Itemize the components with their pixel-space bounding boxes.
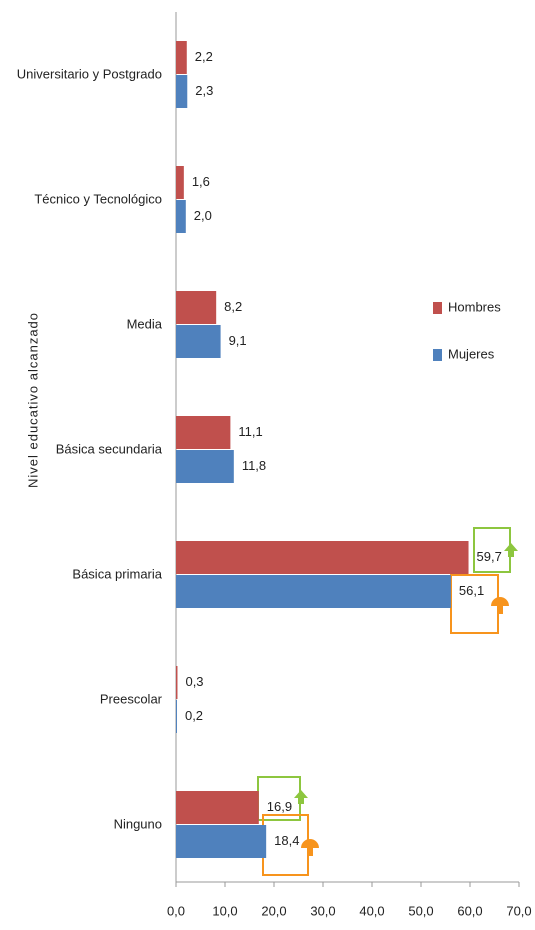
x-tick-label: 70,0 — [506, 903, 531, 918]
y-tick-label: Técnico y Tecnológico — [34, 191, 162, 206]
bar — [176, 450, 234, 483]
legend-swatch — [433, 302, 442, 314]
value-label: 2,0 — [194, 208, 212, 223]
bar — [176, 166, 184, 199]
bar — [176, 700, 177, 733]
bar — [176, 75, 188, 108]
value-label: 18,4 — [274, 833, 299, 848]
legend-swatch — [433, 349, 442, 361]
x-tick-label: 0,0 — [167, 903, 185, 918]
y-tick-label: Media — [127, 316, 163, 331]
value-label: 16,9 — [267, 799, 292, 814]
x-tick-label: 30,0 — [310, 903, 335, 918]
y-tick-label: Básica primaria — [72, 566, 162, 581]
bar — [176, 200, 186, 233]
x-tick-label: 40,0 — [359, 903, 384, 918]
value-label: 59,7 — [477, 549, 502, 564]
bar — [176, 666, 178, 699]
legend-label: Hombres — [448, 299, 501, 314]
value-label: 56,1 — [459, 583, 484, 598]
value-label: 0,3 — [185, 674, 203, 689]
bar — [176, 41, 187, 74]
bar — [176, 825, 267, 858]
value-label: 8,2 — [224, 299, 242, 314]
y-axis-label: Nivel educativo alcanzado — [25, 312, 40, 488]
y-tick-label: Universitario y Postgrado — [17, 66, 162, 81]
x-tick-label: 50,0 — [408, 903, 433, 918]
y-tick-label: Básica secundaria — [56, 441, 163, 456]
y-tick-label: Preescolar — [100, 691, 163, 706]
x-tick-label: 60,0 — [457, 903, 482, 918]
arrow-icon — [294, 790, 308, 804]
legend-label: Mujeres — [448, 346, 495, 361]
bar — [176, 416, 231, 449]
value-label: 11,1 — [238, 424, 262, 439]
y-tick-label: Ninguno — [114, 816, 162, 831]
value-label: 2,2 — [195, 49, 213, 64]
x-tick-label: 20,0 — [261, 903, 286, 918]
arrow-icon — [301, 839, 319, 856]
x-tick-label: 10,0 — [212, 903, 237, 918]
bar — [176, 325, 221, 358]
arrow-icon — [491, 597, 509, 614]
value-label: 1,6 — [192, 174, 210, 189]
bar — [176, 291, 217, 324]
bar — [176, 791, 259, 824]
bar — [176, 541, 469, 574]
value-label: 2,3 — [195, 83, 213, 98]
arrow-icon — [504, 543, 518, 557]
value-label: 0,2 — [185, 708, 203, 723]
value-label: 11,8 — [242, 458, 266, 473]
bar — [176, 575, 451, 608]
value-label: 9,1 — [229, 333, 247, 348]
